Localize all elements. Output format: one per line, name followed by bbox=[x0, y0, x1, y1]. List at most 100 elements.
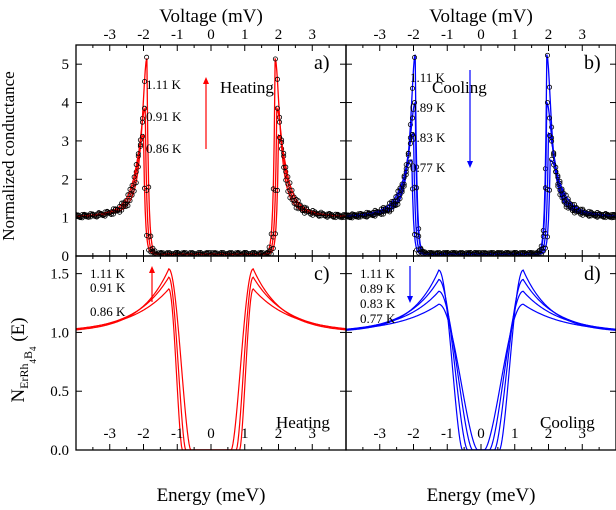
panel-a-data-point bbox=[283, 164, 289, 170]
panel-a-legend-label: 1.11 K bbox=[146, 77, 182, 92]
panel-c-xtick-label: 2 bbox=[275, 426, 283, 442]
panel-a-data-point bbox=[127, 186, 133, 192]
panel-a-top-tick-label: 1 bbox=[241, 27, 249, 43]
panel-a-data-point bbox=[324, 211, 330, 217]
panel-a-data-point bbox=[133, 169, 139, 175]
panel-a-data-point bbox=[125, 192, 131, 198]
panel-a-series-line bbox=[76, 133, 346, 255]
panel-b-data-point bbox=[397, 185, 403, 191]
panel-c-ytick-label: 0.0 bbox=[50, 443, 69, 459]
panel-a-data-point bbox=[270, 245, 276, 251]
panel-a-ytick-label: 4 bbox=[62, 96, 70, 112]
panel-d-series-line bbox=[346, 303, 616, 450]
panel-c-xtick-label: -1 bbox=[171, 426, 184, 442]
panel-d-xtick-label: -3 bbox=[374, 426, 387, 442]
panel-c-xtick-label: -3 bbox=[104, 426, 117, 442]
panel-a-top-tick-label: 2 bbox=[275, 27, 283, 43]
panel-b-data-point bbox=[374, 209, 380, 215]
panel-b-data-point bbox=[409, 132, 415, 138]
panel-b-data-point bbox=[412, 232, 418, 238]
panel-c-xtick-label: 0 bbox=[207, 426, 215, 442]
panel-a-data-point bbox=[289, 187, 295, 193]
panel-d-legend-label: 0.83 K bbox=[360, 296, 396, 311]
panel-a-data-point bbox=[112, 206, 118, 212]
panel-a-ytick-label: 5 bbox=[62, 57, 70, 73]
panel-d-legend-label: 0.89 K bbox=[360, 281, 396, 296]
panel-b-data-point bbox=[544, 234, 550, 240]
panel-a-frame bbox=[75, 44, 347, 257]
panel-a-data-point bbox=[274, 76, 280, 82]
panel-b-data-point bbox=[549, 138, 555, 144]
panel-a-data-point bbox=[233, 250, 239, 256]
panel-b-data-point bbox=[407, 159, 413, 165]
panel-b-data-point bbox=[355, 211, 361, 217]
panel-b-data-point bbox=[542, 245, 548, 251]
panel-a-data-point bbox=[144, 232, 150, 238]
panel-a-ytick-label: 0 bbox=[62, 249, 70, 265]
panel-a-data-point bbox=[274, 105, 280, 111]
panel-a-mode-label: Heating bbox=[220, 78, 274, 97]
panel-b-legend-label: 0.77 K bbox=[410, 160, 446, 175]
panel-b-data-point bbox=[551, 150, 557, 156]
panel-a-top-tick-label: -3 bbox=[104, 27, 117, 43]
panel-b-data-point bbox=[536, 252, 542, 256]
panel-a-data-point bbox=[179, 250, 185, 256]
panel-b-data-point bbox=[553, 169, 559, 175]
panel-b-data-point bbox=[351, 213, 357, 219]
panel-a-data-point bbox=[144, 54, 150, 60]
panel-a-data-point bbox=[139, 119, 145, 125]
panel-b-data-point bbox=[505, 252, 511, 256]
panel-b-mode-label: Cooling bbox=[432, 78, 487, 97]
panel-b-data-point bbox=[389, 199, 395, 205]
panel-b-data-point bbox=[409, 85, 415, 91]
panel-a-top-tick-label: 0 bbox=[207, 27, 215, 43]
panel-b-data-point bbox=[613, 214, 616, 220]
top-axis-title-right: Voltage (mV) bbox=[429, 6, 533, 27]
panel-b-data-point bbox=[549, 156, 555, 162]
panel-c-series-line bbox=[76, 276, 346, 450]
panel-c-letter: c) bbox=[314, 263, 330, 285]
panel-a-data-point bbox=[135, 151, 141, 157]
panel-b-data-point bbox=[544, 52, 550, 58]
panel-b-data-point bbox=[555, 173, 561, 179]
panel-b-legend-label: 0.89 K bbox=[410, 100, 446, 115]
panel-d-mode-label: Cooling bbox=[540, 413, 595, 432]
panel-a-top-tick-label: -2 bbox=[137, 27, 150, 43]
panel-b-series-line bbox=[346, 131, 616, 255]
panel-b-data-point bbox=[401, 173, 407, 179]
panel-d-series-line bbox=[346, 290, 616, 450]
ylabel-dos: NErRh4B4 (E) bbox=[8, 317, 38, 402]
panel-b-data-point bbox=[428, 252, 434, 256]
panel-c-xtick-label: 1 bbox=[241, 426, 249, 442]
panel-a-data-point bbox=[274, 187, 280, 193]
panel-a-data-point bbox=[279, 146, 285, 152]
panel-a-ytick-label: 2 bbox=[62, 172, 70, 188]
panel-a-data-point bbox=[139, 133, 145, 139]
panel-b-data-point bbox=[399, 181, 405, 187]
panel-c-legend-label: 1.11 K bbox=[90, 266, 126, 281]
panel-a-data-point bbox=[272, 231, 278, 237]
panel-a-data-point bbox=[125, 198, 131, 204]
panel-a-data-point bbox=[202, 250, 208, 256]
panel-a-data-point bbox=[229, 252, 235, 256]
panel-a-data-point bbox=[129, 182, 135, 188]
panel-a-data-point bbox=[175, 252, 181, 256]
panel-b-data-point bbox=[412, 100, 418, 106]
panel-b-data-point bbox=[565, 196, 571, 202]
panel-c-xtick-label: 3 bbox=[309, 426, 317, 442]
panel-a-ytick-label: 3 bbox=[62, 134, 70, 150]
panel-b-data-point bbox=[547, 84, 553, 90]
panel-a-data-point bbox=[281, 150, 287, 156]
panel-b-data-point bbox=[412, 55, 418, 61]
panel-b-arrow-head bbox=[467, 161, 473, 168]
panel-a-data-point bbox=[137, 142, 143, 148]
panel-c-series-line bbox=[76, 287, 346, 450]
data-layer bbox=[76, 52, 616, 450]
panel-b-data-point bbox=[549, 124, 555, 130]
panel-b-letter: b) bbox=[584, 52, 601, 74]
panel-a-data-point bbox=[148, 249, 154, 255]
panel-a-data-point bbox=[76, 214, 81, 220]
panel-b-top-tick-label: 2 bbox=[545, 27, 553, 43]
panel-b-top-tick-label: 1 bbox=[511, 27, 519, 43]
